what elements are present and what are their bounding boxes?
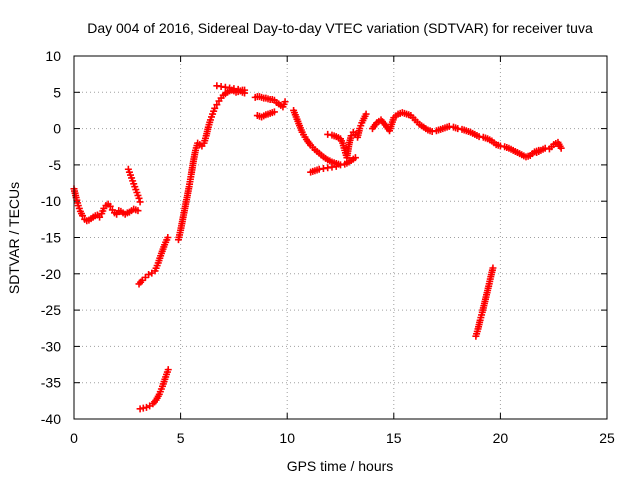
x-tick-label: 5	[177, 430, 185, 446]
x-axis-label: GPS time / hours	[287, 458, 394, 474]
data-point	[136, 198, 144, 206]
x-tick-label: 20	[493, 430, 509, 446]
y-tick-labels: -40 -35 -30 -25 -20 -15 -10 -5 0 5 10	[41, 48, 61, 427]
y-tick-label: -30	[41, 338, 61, 354]
y-tick-label: -5	[49, 157, 62, 173]
data-point	[489, 264, 497, 272]
y-tick-label: -20	[41, 266, 61, 282]
data-point	[96, 213, 104, 221]
data-point	[213, 101, 221, 109]
y-axis-label: SDTVAR / TECUs	[6, 182, 22, 294]
data-point	[113, 210, 121, 218]
data-point	[270, 108, 278, 116]
y-tick-label: 10	[45, 48, 61, 64]
data-point	[164, 366, 172, 374]
data-point	[164, 234, 172, 241]
data-point	[241, 86, 249, 94]
data-point	[557, 144, 565, 152]
y-tick-label: -15	[41, 230, 61, 246]
chart-title: Day 004 of 2016, Sidereal Day-to-day VTE…	[87, 20, 593, 36]
data-point	[145, 271, 153, 279]
data-point	[347, 132, 355, 140]
y-tick-label: 0	[53, 121, 61, 137]
data-point	[106, 202, 114, 210]
data-point	[211, 104, 219, 112]
x-tick-label: 10	[279, 430, 295, 446]
y-tick-label: -40	[41, 411, 61, 427]
data-point	[351, 154, 359, 162]
data-point	[134, 207, 142, 215]
data-point	[135, 194, 143, 202]
y-tick-label: -10	[41, 193, 61, 209]
y-tick-label: -35	[41, 375, 61, 391]
x-tick-label: 0	[70, 430, 78, 446]
data-point	[142, 403, 150, 411]
y-tick-label: -25	[41, 302, 61, 318]
data-point	[281, 98, 289, 106]
x-tick-labels: 0 5 10 15 20 25	[70, 430, 615, 446]
y-tick-label: 5	[53, 84, 61, 100]
x-tick-label: 25	[599, 430, 615, 446]
data-point	[79, 212, 87, 220]
data-points	[70, 82, 565, 413]
data-point	[332, 162, 340, 170]
x-tick-label: 15	[386, 430, 402, 446]
data-point	[362, 110, 370, 118]
plot-frame	[73, 55, 608, 420]
